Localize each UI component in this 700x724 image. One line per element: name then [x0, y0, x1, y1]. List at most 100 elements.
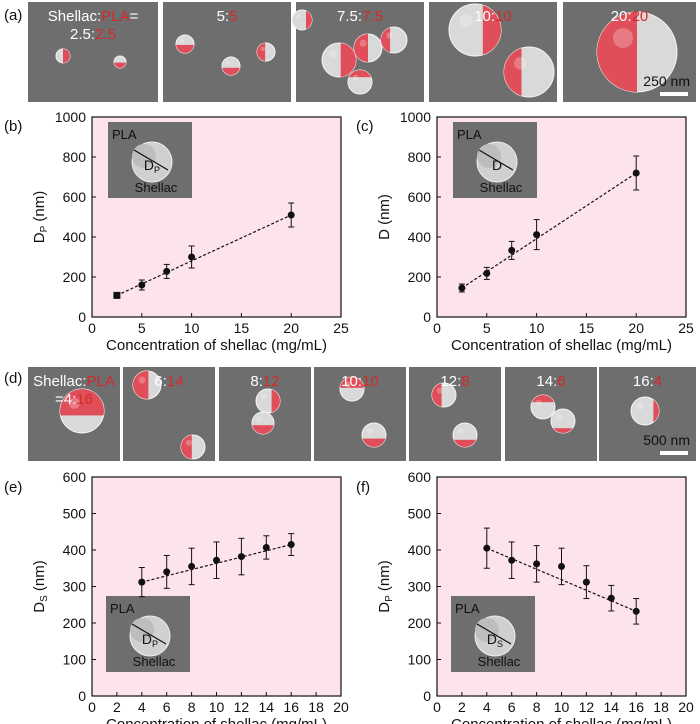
fit-line: [116, 214, 292, 296]
particle-highlight: [386, 32, 393, 39]
data-point: [483, 544, 491, 552]
x-tick-label: 5: [138, 320, 146, 336]
x-tick-label: 20: [678, 699, 694, 715]
y-tick-label: 300: [63, 579, 87, 595]
particle-highlight: [58, 51, 63, 56]
text-span: 14: [167, 373, 184, 390]
y-tick-label: 400: [408, 542, 432, 558]
data-point: [632, 607, 640, 615]
data-point: [533, 231, 541, 239]
pla-cap: [531, 395, 555, 403]
x-tick-label: 20: [333, 699, 349, 715]
y-tick-label: 500: [63, 506, 87, 522]
inset-dimension-label: DS: [487, 631, 503, 649]
sem-image: 10:10: [429, 2, 557, 102]
text-span: D: [492, 157, 502, 173]
particle-highlight: [535, 399, 542, 406]
data-point: [508, 556, 516, 564]
inset-dimension-label: DP: [142, 631, 158, 649]
pla-cap: [340, 377, 364, 388]
chart-f: (f)024681012141618200100200300400500600C…: [356, 469, 694, 724]
text-span: PLA: [101, 8, 129, 25]
sem-ratio-label: Shellac:PLA: [33, 373, 115, 390]
text-span: D: [487, 631, 497, 647]
inset-dimension-line: [131, 623, 167, 645]
y-axis-label: DP (nm): [376, 560, 395, 613]
scale-bar: [660, 92, 688, 96]
inset-pla-label: PLA: [110, 601, 135, 616]
y-tick-label: 200: [408, 615, 432, 631]
y-tick-label: 100: [63, 652, 87, 668]
x-tick-label: 14: [604, 699, 620, 715]
text-span: (nm): [376, 194, 393, 229]
sem-ratio-label: 16:4: [633, 373, 662, 390]
sem-image: Shellac:PLA=4:16: [28, 367, 120, 461]
x-tick-label: 16: [628, 699, 644, 715]
y-tick-label: 0: [423, 688, 431, 704]
data-point: [237, 553, 245, 561]
sem-image: 14:6: [505, 367, 597, 461]
text-span: 8: [461, 373, 469, 390]
y-tick-label: 300: [408, 579, 432, 595]
text-span: D: [376, 229, 393, 240]
text-span: P: [384, 595, 395, 602]
pla-cap: [181, 435, 192, 459]
data-point: [138, 281, 146, 289]
y-tick-label: 200: [408, 269, 432, 285]
y-tick-label: 200: [63, 269, 87, 285]
particle-highlight: [260, 393, 267, 400]
y-tick-label: 400: [408, 229, 432, 245]
x-tick-label: 12: [234, 699, 250, 715]
text-span: 10: [362, 373, 379, 390]
particle-highlight: [436, 387, 443, 394]
y-tick-label: 200: [63, 615, 87, 631]
data-point: [458, 284, 466, 292]
particle-highlight: [366, 427, 373, 434]
particle-highlight: [225, 60, 231, 66]
text-span: D: [31, 602, 48, 613]
particle-highlight: [352, 74, 359, 81]
data-point: [607, 594, 615, 602]
scale-bar: [660, 451, 688, 455]
pla-cap: [432, 383, 442, 407]
text-span: 20:: [611, 8, 632, 25]
x-tick-label: 14: [259, 699, 275, 715]
inset-dimension-label: DP: [144, 157, 160, 175]
x-axis-label: Concentration of shellac (mg/mL): [106, 716, 327, 724]
sem-ratio-label: 2.5:2.5: [70, 26, 116, 43]
pla-cap: [306, 10, 312, 30]
data-point: [213, 556, 220, 564]
y-tick-label: 100: [408, 652, 432, 668]
text-span: D: [376, 602, 393, 613]
plot-frame: [436, 116, 687, 318]
text-span: 2.5:: [70, 26, 95, 43]
sem-image: 5:5: [163, 2, 291, 102]
inset-dimension-label: D: [492, 157, 502, 173]
y-tick-label: 600: [63, 189, 87, 205]
particle-highlight: [344, 381, 351, 388]
pla-cap: [257, 43, 266, 61]
particle-highlight: [613, 28, 633, 48]
text-span: (nm): [31, 560, 48, 595]
pla-cap: [114, 62, 126, 68]
text-span: 16:: [633, 373, 654, 390]
pla-cap: [653, 397, 659, 425]
inset-pla-label: PLA: [112, 127, 137, 142]
data-point: [163, 568, 171, 576]
pla-cap: [348, 70, 372, 78]
sem-ratio-label: 10:10: [474, 8, 512, 25]
chart-b: (b) 0 5 10 15 20 25 0 200 400 600 800 1000 Concentrat…: [4, 109, 349, 354]
particle-highlight: [514, 57, 527, 70]
particle-highlight: [116, 58, 120, 62]
text-span: 4: [654, 373, 662, 390]
data-point: [287, 541, 295, 549]
pla-cap: [381, 27, 391, 53]
pla-cap: [362, 438, 386, 447]
panel-label: (f): [356, 479, 370, 496]
x-tick-label: 0: [433, 699, 441, 715]
pla-cap: [222, 67, 240, 75]
data-point: [483, 269, 491, 277]
x-tick-label: 8: [188, 699, 196, 715]
sem-image: 12:8: [409, 367, 501, 461]
inset-shellac-label: Shellac: [478, 654, 521, 669]
